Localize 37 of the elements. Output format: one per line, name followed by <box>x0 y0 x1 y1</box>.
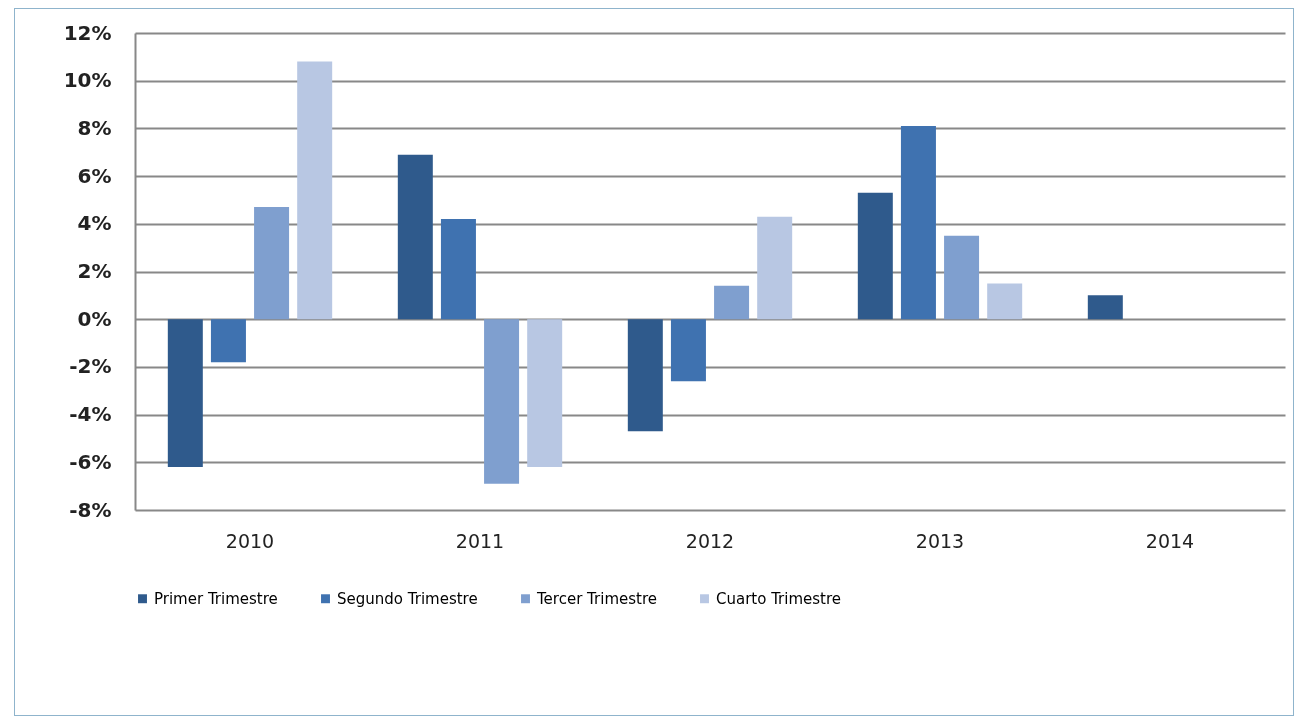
bar <box>670 319 706 382</box>
bar <box>1087 295 1123 320</box>
legend-label: Cuarto Trimestre <box>716 589 842 608</box>
y-tick-label: 10% <box>63 68 112 93</box>
bar <box>210 319 246 363</box>
bar <box>397 154 433 320</box>
y-tick-label: 0% <box>77 306 112 331</box>
bar <box>297 61 333 320</box>
y-tick-label: 12% <box>63 20 112 45</box>
y-tick-label: 6% <box>77 163 112 188</box>
y-tick-label: -6% <box>69 449 112 474</box>
bar <box>857 192 893 320</box>
bar <box>714 285 750 320</box>
y-tick-label: -8% <box>69 497 112 522</box>
legend-label: Primer Trimestre <box>154 589 278 608</box>
bar <box>987 283 1023 320</box>
y-tick-label: 4% <box>77 211 112 236</box>
y-tick-label: -2% <box>69 354 112 379</box>
x-tick-label: 2014 <box>1145 529 1195 552</box>
bar <box>627 319 663 432</box>
legend-label: Segundo Trimestre <box>337 589 478 608</box>
bar <box>527 319 563 468</box>
y-tick-label: 8% <box>77 115 112 140</box>
bar <box>484 319 520 484</box>
bar <box>757 216 793 320</box>
x-tick-label: 2010 <box>225 529 275 552</box>
bar <box>440 219 476 320</box>
bar <box>254 207 290 320</box>
bar <box>167 319 203 468</box>
x-tick-label: 2011 <box>455 529 505 552</box>
x-tick-label: 2013 <box>915 529 965 552</box>
legend-label: Tercer Trimestre <box>536 589 657 608</box>
y-tick-label: 2% <box>77 259 112 283</box>
bar <box>944 235 980 320</box>
bar <box>900 126 936 320</box>
x-tick-label: 2012 <box>685 529 735 552</box>
y-tick-label: -4% <box>69 402 112 427</box>
